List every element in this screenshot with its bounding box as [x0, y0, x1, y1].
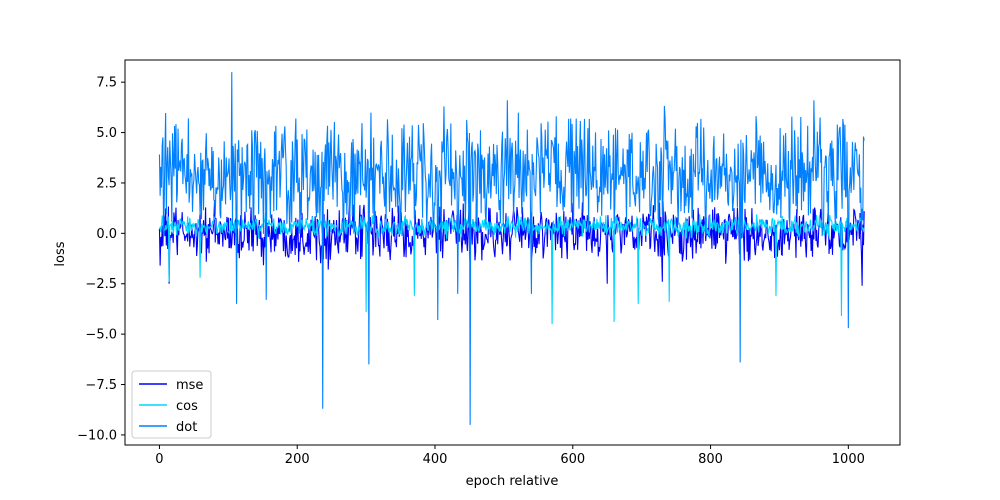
y-tick-label: 7.5	[96, 76, 117, 91]
x-tick-label: 600	[560, 452, 585, 467]
series-line-cos	[158, 212, 865, 325]
x-tick-label: 1000	[832, 452, 865, 467]
series-line-dot	[158, 72, 865, 425]
plot-frame	[124, 59, 901, 446]
x-axis: 0 200 400 600 800 1000	[155, 445, 865, 467]
x-tick-label: 200	[285, 452, 310, 467]
legend-label-dot: dot	[176, 420, 197, 435]
y-axis-label: loss	[53, 241, 68, 266]
y-tick-label: −10.0	[77, 428, 117, 443]
legend: mse cos dot	[131, 370, 212, 439]
y-tick-label: −5.0	[85, 328, 117, 343]
legend-label-cos: cos	[176, 399, 198, 414]
legend-label-mse: mse	[176, 378, 203, 393]
y-axis: −10.0 −7.5 −5.0 −2.5 0.0 2.5 5.0 7.5	[77, 76, 125, 443]
y-tick-label: −2.5	[85, 277, 117, 292]
y-tick-label: 5.0	[96, 126, 117, 141]
legend-box	[131, 370, 212, 439]
plot-background	[125, 60, 900, 445]
y-tick-label: 2.5	[96, 176, 117, 191]
x-tick-label: 0	[155, 452, 163, 467]
x-axis-label: epoch relative	[466, 474, 559, 489]
x-tick-label: 400	[423, 452, 448, 467]
series-layer	[158, 72, 865, 425]
y-tick-label: −7.5	[85, 378, 117, 393]
y-tick-label: 0.0	[96, 227, 117, 242]
x-tick-label: 800	[698, 452, 723, 467]
